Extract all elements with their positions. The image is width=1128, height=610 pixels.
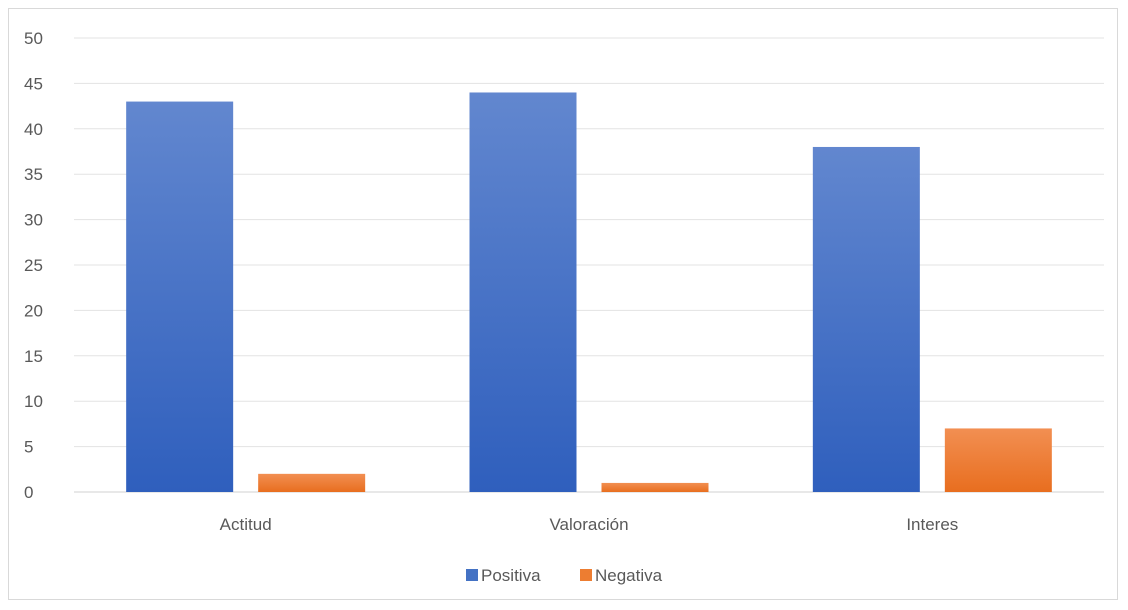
y-tick-label: 45: [24, 74, 43, 93]
y-tick-label: 50: [24, 29, 43, 48]
legend-swatch: [466, 569, 478, 581]
gridlines: [74, 37, 1104, 493]
x-category-label: Interes: [906, 515, 958, 534]
bar-positiva: [126, 101, 234, 492]
bar-negativa: [601, 482, 709, 492]
x-category-label: Valoración: [549, 515, 628, 534]
bars: [126, 92, 1052, 492]
bar-negativa: [944, 428, 1052, 492]
y-tick-label: 25: [24, 256, 43, 275]
legend-label: Negativa: [595, 566, 663, 585]
bar-positiva: [469, 92, 577, 492]
y-tick-label: 35: [24, 165, 43, 184]
legend-swatch: [580, 569, 592, 581]
x-axis-category-labels: Actitud Valoración Interes: [220, 515, 959, 534]
legend-label: Positiva: [481, 566, 541, 585]
y-tick-label: 10: [24, 392, 43, 411]
y-axis-tick-labels: 0 5 10 15 20 25 30 35 40 45 50: [24, 29, 43, 502]
bar-positiva: [812, 146, 920, 492]
x-category-label: Actitud: [220, 515, 272, 534]
y-tick-label: 5: [24, 438, 33, 457]
bar-negativa: [258, 473, 366, 492]
y-tick-label: 15: [24, 347, 43, 366]
y-tick-label: 40: [24, 120, 43, 139]
y-tick-label: 30: [24, 211, 43, 230]
legend: Positiva Negativa: [466, 566, 663, 585]
y-tick-label: 20: [24, 301, 43, 320]
y-tick-label: 0: [24, 483, 33, 502]
